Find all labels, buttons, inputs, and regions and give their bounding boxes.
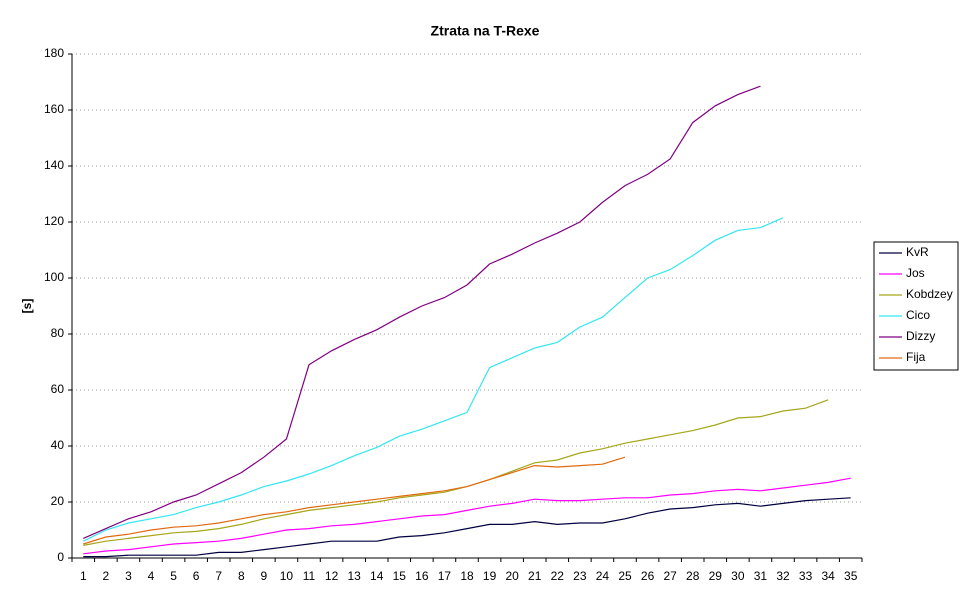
- x-tick-label: 4: [148, 569, 155, 583]
- y-tick-label: 20: [51, 494, 65, 508]
- x-tick-label: 18: [460, 569, 474, 583]
- x-tick-label: 16: [415, 569, 429, 583]
- series-line: [83, 497, 851, 558]
- legend-label: Kobdzey: [906, 287, 953, 301]
- legend-label: KvR: [906, 245, 929, 259]
- x-tick-label: 35: [844, 569, 858, 583]
- x-tick-label: 20: [505, 569, 519, 583]
- y-tick-label: 60: [51, 382, 65, 396]
- x-tick-label: 25: [618, 569, 632, 583]
- x-tick-label: 32: [776, 569, 790, 583]
- y-tick-label: 120: [44, 214, 64, 228]
- series-line: [83, 399, 829, 546]
- x-tick-label: 11: [303, 569, 316, 583]
- x-tick-label: 30: [731, 569, 745, 583]
- x-tick-label: 31: [754, 569, 768, 583]
- x-tick-label: 34: [821, 569, 835, 583]
- x-tick-label: 10: [280, 569, 294, 583]
- series-line: [83, 85, 761, 539]
- x-tick-label: 2: [103, 569, 110, 583]
- legend-label: Dizzy: [906, 329, 935, 343]
- x-tick-label: 26: [641, 569, 655, 583]
- x-tick-label: 21: [528, 569, 542, 583]
- y-axis-label: [s]: [20, 299, 34, 314]
- y-tick-label: 0: [57, 550, 64, 564]
- y-tick-label: 140: [44, 158, 64, 172]
- x-tick-label: 19: [483, 569, 497, 583]
- chart-title: Ztrata na T-Rexe: [431, 23, 540, 39]
- x-tick-label: 8: [238, 569, 245, 583]
- series-line: [83, 477, 851, 555]
- legend-box: [873, 241, 959, 371]
- x-tick-label: 1: [80, 569, 87, 583]
- legend-label: Cico: [906, 308, 930, 322]
- x-tick-label: 14: [370, 569, 384, 583]
- x-tick-label: 13: [347, 569, 361, 583]
- legend-label: Jos: [906, 266, 925, 280]
- x-tick-label: 7: [215, 569, 222, 583]
- series-line: [83, 217, 784, 542]
- y-tick-label: 100: [44, 270, 64, 284]
- y-tick-label: 160: [44, 102, 64, 116]
- x-tick-label: 15: [393, 569, 407, 583]
- x-tick-label: 3: [125, 569, 132, 583]
- x-tick-label: 12: [325, 569, 339, 583]
- legend-label: Fija: [906, 350, 926, 364]
- x-tick-label: 5: [170, 569, 177, 583]
- x-tick-label: 24: [596, 569, 610, 583]
- x-tick-label: 28: [686, 569, 700, 583]
- x-tick-label: 17: [438, 569, 452, 583]
- x-tick-label: 22: [551, 569, 565, 583]
- y-tick-label: 80: [51, 326, 65, 340]
- series-line: [83, 456, 626, 545]
- y-tick-label: 40: [51, 438, 65, 452]
- x-tick-label: 9: [261, 569, 268, 583]
- x-tick-label: 29: [709, 569, 723, 583]
- x-tick-label: 6: [193, 569, 200, 583]
- x-tick-label: 23: [573, 569, 587, 583]
- x-tick-label: 27: [663, 569, 677, 583]
- y-tick-label: 180: [44, 46, 64, 60]
- x-tick-label: 33: [799, 569, 813, 583]
